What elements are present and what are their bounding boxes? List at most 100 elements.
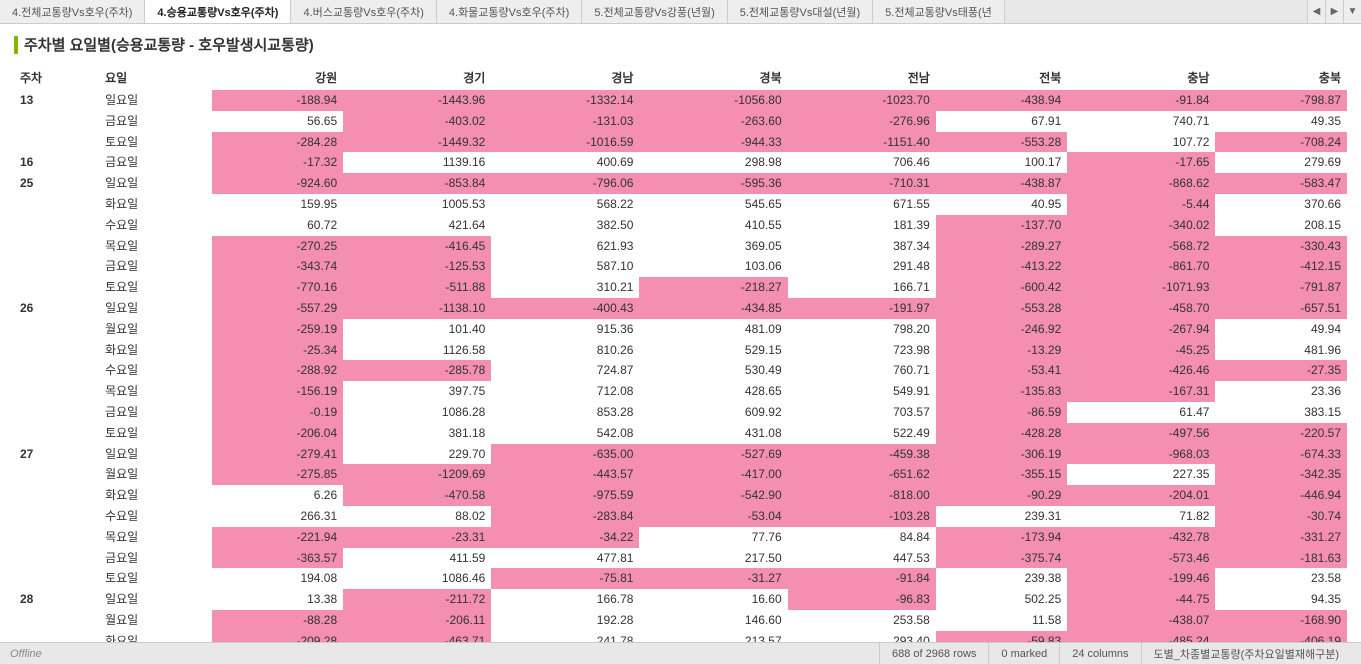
cell-value: -798.87 (1215, 90, 1347, 111)
cell-value: -1023.70 (788, 90, 936, 111)
cell-week (14, 464, 99, 485)
col-header[interactable]: 경북 (639, 65, 787, 90)
cell-value: -59.83 (936, 631, 1068, 642)
cell-value: 84.84 (788, 527, 936, 548)
cell-value: -331.27 (1215, 527, 1347, 548)
cell-value: -400.43 (491, 298, 639, 319)
cell-value: 431.08 (639, 423, 787, 444)
cell-value: -206.11 (343, 610, 491, 631)
cell-value: 397.75 (343, 381, 491, 402)
col-header[interactable]: 경기 (343, 65, 491, 90)
table-row: 월요일-88.28-206.11192.28146.60253.5811.58-… (14, 610, 1347, 631)
cell-value: 369.05 (639, 236, 787, 257)
cell-value: -1016.59 (491, 132, 639, 153)
cell-value: -1449.32 (343, 132, 491, 153)
cell-value: 239.31 (936, 506, 1068, 527)
cell-dow: 화요일 (99, 340, 212, 361)
cell-value: -434.85 (639, 298, 787, 319)
cell-week (14, 610, 99, 631)
cell-value: 568.22 (491, 194, 639, 215)
tab-1[interactable]: 4.승용교통량Vs호우(주차) (145, 0, 291, 23)
cell-value: -438.87 (936, 173, 1068, 194)
cell-value: -595.36 (639, 173, 787, 194)
cell-value: -708.24 (1215, 132, 1347, 153)
tab-next-icon[interactable]: ▶ (1325, 0, 1343, 23)
cell-week (14, 340, 99, 361)
tab-prev-icon[interactable]: ◀ (1307, 0, 1325, 23)
cell-value: 1139.16 (343, 152, 491, 173)
cell-value: -416.45 (343, 236, 491, 257)
cell-value: 239.38 (936, 568, 1068, 589)
cell-value: 100.17 (936, 152, 1068, 173)
cell-dow: 금요일 (99, 111, 212, 132)
status-bar: Offline 688 of 2968 rows 0 marked 24 col… (0, 642, 1361, 664)
cell-value: 166.71 (788, 277, 936, 298)
cell-week (14, 215, 99, 236)
cell-value: 49.94 (1215, 319, 1347, 340)
cell-value: -944.33 (639, 132, 787, 153)
cell-value: 146.60 (639, 610, 787, 631)
cell-value: 481.96 (1215, 340, 1347, 361)
cell-value: -34.22 (491, 527, 639, 548)
table-row: 금요일56.65-403.02-131.03-263.60-276.9667.9… (14, 111, 1347, 132)
cell-week (14, 485, 99, 506)
col-header[interactable]: 충남 (1067, 65, 1215, 90)
table-row: 25일요일-924.60-853.84-796.06-595.36-710.31… (14, 173, 1347, 194)
cell-value: -289.27 (936, 236, 1068, 257)
table-row: 28일요일13.38-211.72166.7816.60-96.83502.25… (14, 589, 1347, 610)
cell-value: -470.58 (343, 485, 491, 506)
cell-value: -1151.40 (788, 132, 936, 153)
col-header[interactable]: 강원 (212, 65, 344, 90)
col-header[interactable]: 충북 (1215, 65, 1347, 90)
cell-value: -406.19 (1215, 631, 1347, 642)
cell-value: 107.72 (1067, 132, 1215, 153)
cell-dow: 금요일 (99, 402, 212, 423)
tab-6[interactable]: 5.전체교통량Vs태풍(년 (873, 0, 1005, 23)
col-header[interactable]: 경남 (491, 65, 639, 90)
col-header[interactable]: 전북 (936, 65, 1068, 90)
table-row: 수요일60.72421.64382.50410.55181.39-137.70-… (14, 215, 1347, 236)
tab-2[interactable]: 4.버스교통량Vs호우(주차) (291, 0, 436, 23)
cell-dow: 수요일 (99, 506, 212, 527)
cell-value: 530.49 (639, 360, 787, 381)
cell-value: 217.50 (639, 548, 787, 569)
cell-value: -553.28 (936, 132, 1068, 153)
cell-dow: 금요일 (99, 548, 212, 569)
cell-value: -818.00 (788, 485, 936, 506)
cell-value: 23.58 (1215, 568, 1347, 589)
table-row: 26일요일-557.29-1138.10-400.43-434.85-191.9… (14, 298, 1347, 319)
status-offline: Offline (10, 648, 42, 660)
cell-value: -459.38 (788, 444, 936, 465)
cell-value: 291.48 (788, 256, 936, 277)
cell-value: -1056.80 (639, 90, 787, 111)
cell-value: 381.18 (343, 423, 491, 444)
cell-dow: 화요일 (99, 631, 212, 642)
col-header[interactable]: 주차 (14, 65, 99, 90)
table-row: 수요일266.3188.02-283.84-53.04-103.28239.31… (14, 506, 1347, 527)
cell-value: -91.84 (788, 568, 936, 589)
cell-week: 25 (14, 173, 99, 194)
cell-value: -259.19 (212, 319, 344, 340)
cell-week (14, 381, 99, 402)
cell-value: -218.27 (639, 277, 787, 298)
tab-5[interactable]: 5.전체교통량Vs대설(년월) (728, 0, 873, 23)
cell-value: -44.75 (1067, 589, 1215, 610)
cell-value: -868.62 (1067, 173, 1215, 194)
cell-value: -527.69 (639, 444, 787, 465)
cell-value: 545.65 (639, 194, 787, 215)
cell-value: -417.00 (639, 464, 787, 485)
tab-3[interactable]: 4.화물교통량Vs호우(주차) (437, 0, 582, 23)
cell-value: -975.59 (491, 485, 639, 506)
cell-value: 298.98 (639, 152, 787, 173)
col-header[interactable]: 요일 (99, 65, 212, 90)
table-row: 27일요일-279.41229.70-635.00-527.69-459.38-… (14, 444, 1347, 465)
tab-0[interactable]: 4.전체교통량Vs호우(주차) (0, 0, 145, 23)
cell-value: -412.15 (1215, 256, 1347, 277)
col-header[interactable]: 전남 (788, 65, 936, 90)
tab-menu-icon[interactable]: ▼ (1343, 0, 1361, 23)
cell-week: 27 (14, 444, 99, 465)
tab-4[interactable]: 5.전체교통량Vs강풍(년월) (582, 0, 727, 23)
cell-value: 103.06 (639, 256, 787, 277)
cell-value: -375.74 (936, 548, 1068, 569)
table-row: 화요일-25.341126.58810.26529.15723.98-13.29… (14, 340, 1347, 361)
